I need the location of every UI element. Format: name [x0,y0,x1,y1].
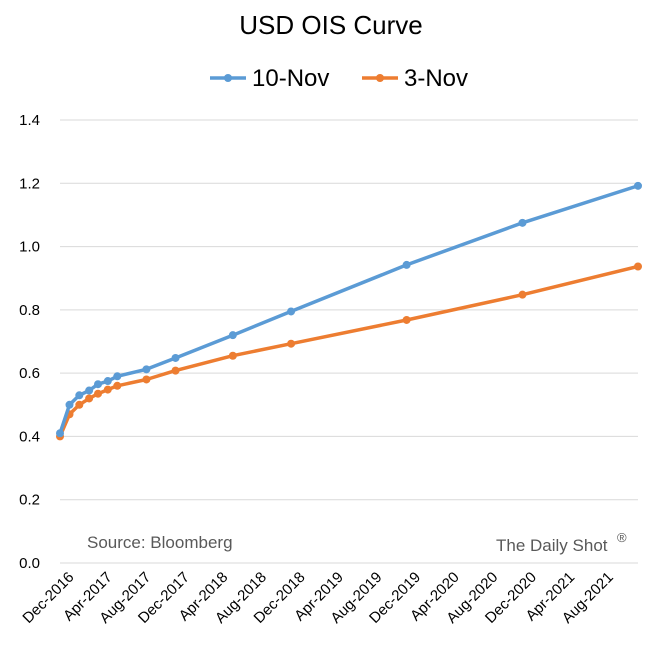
y-tick-label: 1.4 [19,112,40,129]
legend-label: 3-Nov [404,65,468,92]
data-point-10-Nov [634,181,642,190]
data-point-10-Nov [75,391,84,400]
data-point-10-Nov [113,372,122,381]
data-point-3-Nov [228,351,237,360]
data-point-3-Nov [518,290,527,299]
data-point-3-Nov [93,389,102,398]
y-tick-label: 0.2 [19,492,40,509]
data-point-10-Nov [402,260,411,269]
series-layer [56,181,642,441]
y-axis: 0.0 0.2 0.4 0.6 0.8 1.0 1.2 1.4 [19,112,40,572]
legend-swatch-marker [224,74,232,82]
data-point-10-Nov [103,377,112,386]
y-tick-label: 1.2 [19,175,40,192]
y-tick-label: 1.0 [19,239,40,256]
data-point-3-Nov [103,385,112,394]
brand-watermark: The Daily Shot [496,536,608,555]
y-gridlines [60,119,638,564]
data-point-3-Nov [113,381,122,390]
y-tick-label: 0.6 [19,365,40,382]
registered-mark: ® [617,530,627,545]
data-point-10-Nov [518,218,527,227]
series-line-3-Nov [58,264,639,438]
data-point-10-Nov [85,386,94,395]
data-point-10-Nov [65,400,74,409]
y-tick-label: 0.4 [19,428,40,445]
data-point-3-Nov [171,366,180,375]
data-point-10-Nov [228,331,237,340]
x-axis: Dec-2016Apr-2017Aug-2017Dec-2017Apr-2018… [19,569,616,627]
data-point-3-Nov [634,262,642,271]
data-point-10-Nov [93,380,102,389]
data-point-10-Nov [171,353,180,362]
legend-swatch-marker [376,74,384,82]
legend-label: 10-Nov [252,65,329,92]
y-tick-label: 0.0 [19,555,40,572]
data-point-3-Nov [85,394,94,403]
y-tick-label: 0.8 [19,302,40,319]
data-point-10-Nov [56,429,64,438]
data-point-3-Nov [75,400,84,409]
data-point-10-Nov [142,365,151,374]
data-point-3-Nov [402,315,411,324]
source-note: Source: Bloomberg [87,533,233,552]
data-point-3-Nov [142,375,151,384]
data-point-3-Nov [287,339,296,348]
data-point-10-Nov [287,307,296,316]
chart-title: USD OIS Curve [239,10,423,40]
legend: 10-Nov 3-Nov [210,65,468,92]
